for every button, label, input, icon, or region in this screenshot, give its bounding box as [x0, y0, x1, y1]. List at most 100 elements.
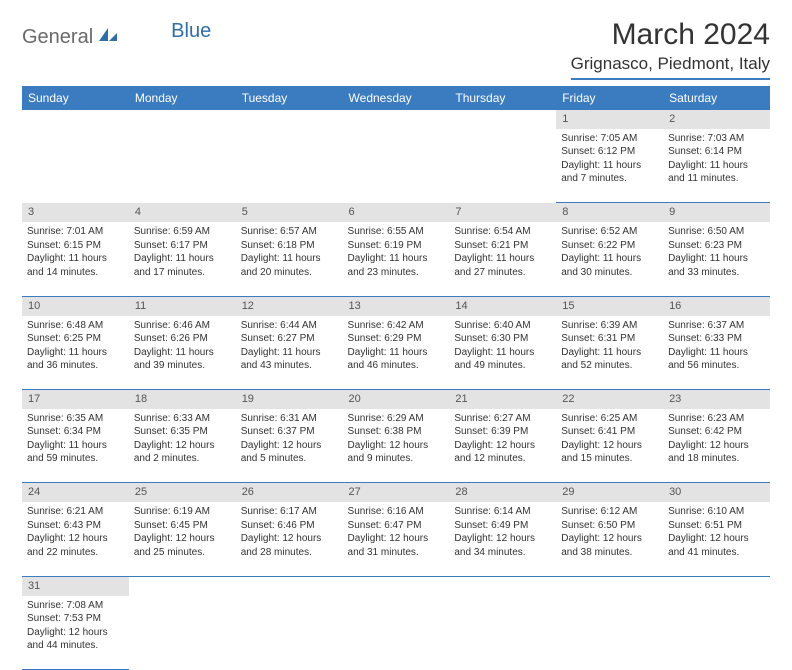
day1-text: Daylight: 11 hours: [668, 159, 765, 173]
day-number: [236, 576, 343, 595]
day-number: 19: [236, 390, 343, 409]
day-number: 14: [449, 296, 556, 315]
day-cell: Sunrise: 6:55 AMSunset: 6:19 PMDaylight:…: [343, 222, 450, 296]
day-cell: Sunrise: 6:39 AMSunset: 6:31 PMDaylight:…: [556, 316, 663, 390]
sunset-text: Sunset: 6:22 PM: [561, 239, 658, 253]
day-cell: [236, 596, 343, 670]
day1-text: Daylight: 12 hours: [241, 532, 338, 546]
day1-text: Daylight: 11 hours: [561, 346, 658, 360]
day2-text: and 15 minutes.: [561, 452, 658, 466]
sunset-text: Sunset: 6:34 PM: [27, 425, 124, 439]
sunset-text: Sunset: 6:18 PM: [241, 239, 338, 253]
day-cell: [556, 596, 663, 670]
sunset-text: Sunset: 6:35 PM: [134, 425, 231, 439]
day-cell: [129, 596, 236, 670]
day-cell: Sunrise: 6:23 AMSunset: 6:42 PMDaylight:…: [663, 409, 770, 483]
day2-text: and 30 minutes.: [561, 266, 658, 280]
day1-text: Daylight: 12 hours: [454, 439, 551, 453]
sunrise-text: Sunrise: 6:40 AM: [454, 319, 551, 333]
weekday-header-row: Sunday Monday Tuesday Wednesday Thursday…: [22, 86, 770, 110]
day2-text: and 23 minutes.: [348, 266, 445, 280]
day2-text: and 20 minutes.: [241, 266, 338, 280]
sunset-text: Sunset: 6:38 PM: [348, 425, 445, 439]
day-number: 5: [236, 203, 343, 222]
day-cell: Sunrise: 6:12 AMSunset: 6:50 PMDaylight:…: [556, 502, 663, 576]
day1-text: Daylight: 12 hours: [561, 439, 658, 453]
weekday-header: Thursday: [449, 86, 556, 110]
day-number: 13: [343, 296, 450, 315]
day2-text: and 14 minutes.: [27, 266, 124, 280]
sunset-text: Sunset: 6:30 PM: [454, 332, 551, 346]
day-number: 24: [22, 483, 129, 502]
day-cell: Sunrise: 6:31 AMSunset: 6:37 PMDaylight:…: [236, 409, 343, 483]
day-cell: Sunrise: 6:25 AMSunset: 6:41 PMDaylight:…: [556, 409, 663, 483]
day-number: 21: [449, 390, 556, 409]
sunset-text: Sunset: 6:19 PM: [348, 239, 445, 253]
sunset-text: Sunset: 6:21 PM: [454, 239, 551, 253]
sunrise-text: Sunrise: 6:33 AM: [134, 412, 231, 426]
day-cell: Sunrise: 6:57 AMSunset: 6:18 PMDaylight:…: [236, 222, 343, 296]
day-number: 12: [236, 296, 343, 315]
sunrise-text: Sunrise: 6:14 AM: [454, 505, 551, 519]
day-number: 22: [556, 390, 663, 409]
sunset-text: Sunset: 6:14 PM: [668, 145, 765, 159]
sunrise-text: Sunrise: 6:17 AM: [241, 505, 338, 519]
day-number: [449, 576, 556, 595]
sunset-text: Sunset: 6:39 PM: [454, 425, 551, 439]
day-number: [449, 110, 556, 129]
day-number: 9: [663, 203, 770, 222]
weekday-header: Friday: [556, 86, 663, 110]
day-cell: Sunrise: 6:59 AMSunset: 6:17 PMDaylight:…: [129, 222, 236, 296]
sunset-text: Sunset: 6:50 PM: [561, 519, 658, 533]
day1-text: Daylight: 11 hours: [561, 252, 658, 266]
day-cell: Sunrise: 6:17 AMSunset: 6:46 PMDaylight:…: [236, 502, 343, 576]
title-block: March 2024 Grignasco, Piedmont, Italy: [571, 18, 770, 80]
day-cell: Sunrise: 6:33 AMSunset: 6:35 PMDaylight:…: [129, 409, 236, 483]
sunrise-text: Sunrise: 6:42 AM: [348, 319, 445, 333]
day-cell: Sunrise: 6:54 AMSunset: 6:21 PMDaylight:…: [449, 222, 556, 296]
day-number: 28: [449, 483, 556, 502]
sunrise-text: Sunrise: 6:12 AM: [561, 505, 658, 519]
day-cell: Sunrise: 6:19 AMSunset: 6:45 PMDaylight:…: [129, 502, 236, 576]
day1-text: Daylight: 11 hours: [668, 346, 765, 360]
day-number-row: 31: [22, 576, 770, 595]
sunset-text: Sunset: 6:15 PM: [27, 239, 124, 253]
weekday-header: Tuesday: [236, 86, 343, 110]
day-number-row: 17181920212223: [22, 390, 770, 409]
day-number: 3: [22, 203, 129, 222]
day-number: 30: [663, 483, 770, 502]
brand-part2: Blue: [171, 20, 211, 43]
day1-text: Daylight: 12 hours: [561, 532, 658, 546]
day-cell: Sunrise: 6:50 AMSunset: 6:23 PMDaylight:…: [663, 222, 770, 296]
day-cell: [343, 129, 450, 203]
day-cell: [22, 129, 129, 203]
sunset-text: Sunset: 6:33 PM: [668, 332, 765, 346]
week-row: Sunrise: 7:05 AMSunset: 6:12 PMDaylight:…: [22, 129, 770, 203]
day-cell: [449, 596, 556, 670]
day-number: 20: [343, 390, 450, 409]
day1-text: Daylight: 11 hours: [241, 346, 338, 360]
day-number-row: 24252627282930: [22, 483, 770, 502]
day-cell: Sunrise: 6:16 AMSunset: 6:47 PMDaylight:…: [343, 502, 450, 576]
sunset-text: Sunset: 6:17 PM: [134, 239, 231, 253]
day-number-row: 12: [22, 110, 770, 129]
day1-text: Daylight: 11 hours: [134, 346, 231, 360]
day-cell: [343, 596, 450, 670]
day-cell: Sunrise: 6:40 AMSunset: 6:30 PMDaylight:…: [449, 316, 556, 390]
day2-text: and 43 minutes.: [241, 359, 338, 373]
sunrise-text: Sunrise: 6:57 AM: [241, 225, 338, 239]
day-number: 1: [556, 110, 663, 129]
day1-text: Daylight: 12 hours: [348, 532, 445, 546]
day2-text: and 56 minutes.: [668, 359, 765, 373]
day-cell: Sunrise: 6:52 AMSunset: 6:22 PMDaylight:…: [556, 222, 663, 296]
sail-icon: [97, 26, 119, 49]
day-number: 11: [129, 296, 236, 315]
day-number: 7: [449, 203, 556, 222]
day2-text: and 9 minutes.: [348, 452, 445, 466]
sunrise-text: Sunrise: 6:25 AM: [561, 412, 658, 426]
day2-text: and 25 minutes.: [134, 546, 231, 560]
day-cell: Sunrise: 6:37 AMSunset: 6:33 PMDaylight:…: [663, 316, 770, 390]
day-number: 16: [663, 296, 770, 315]
sunset-text: Sunset: 6:45 PM: [134, 519, 231, 533]
week-row: Sunrise: 7:01 AMSunset: 6:15 PMDaylight:…: [22, 222, 770, 296]
